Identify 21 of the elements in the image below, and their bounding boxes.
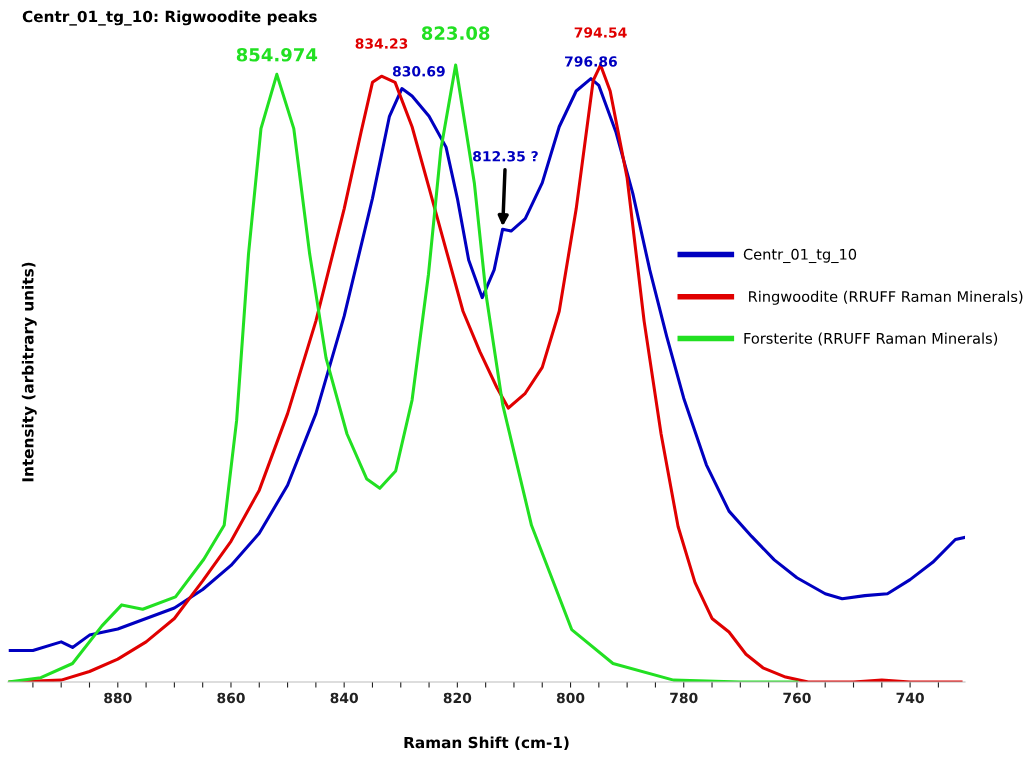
annotation: 854.974 [236, 47, 318, 62]
x-tick-label: 840 [330, 692, 358, 704]
x-tick-label: 740 [896, 692, 924, 704]
annotation: 830.69 [392, 66, 445, 77]
x-tick-label: 800 [556, 692, 585, 704]
legend-label: Forsterite (RRUFF Raman Minerals) [744, 332, 998, 346]
annotation: 794.54 [574, 27, 627, 38]
legend-label: Centr_01_tg_10 [743, 248, 857, 264]
x-tick-label: 880 [104, 692, 132, 704]
chart-title: Centr_01_tg_10: Rigwoodite peaks [22, 10, 317, 26]
x-tick-label: 860 [217, 692, 245, 704]
annotation: 796.86 [565, 56, 617, 67]
annotation: 834.23 [355, 38, 408, 49]
x-tick-label: 780 [670, 692, 698, 704]
annotation: 812.35 ? [473, 151, 538, 162]
x-tick-label: 760 [783, 692, 811, 704]
x-tick-label: 820 [443, 692, 472, 704]
annotation: 823.08 [421, 26, 490, 40]
y-axis-title: Intensity (arbitrary units) [21, 262, 37, 482]
legend-label: Ringwoodite (RRUFF Raman Minerals) [749, 290, 1023, 305]
x-axis-title: Raman Shift (cm-1) [404, 736, 569, 751]
